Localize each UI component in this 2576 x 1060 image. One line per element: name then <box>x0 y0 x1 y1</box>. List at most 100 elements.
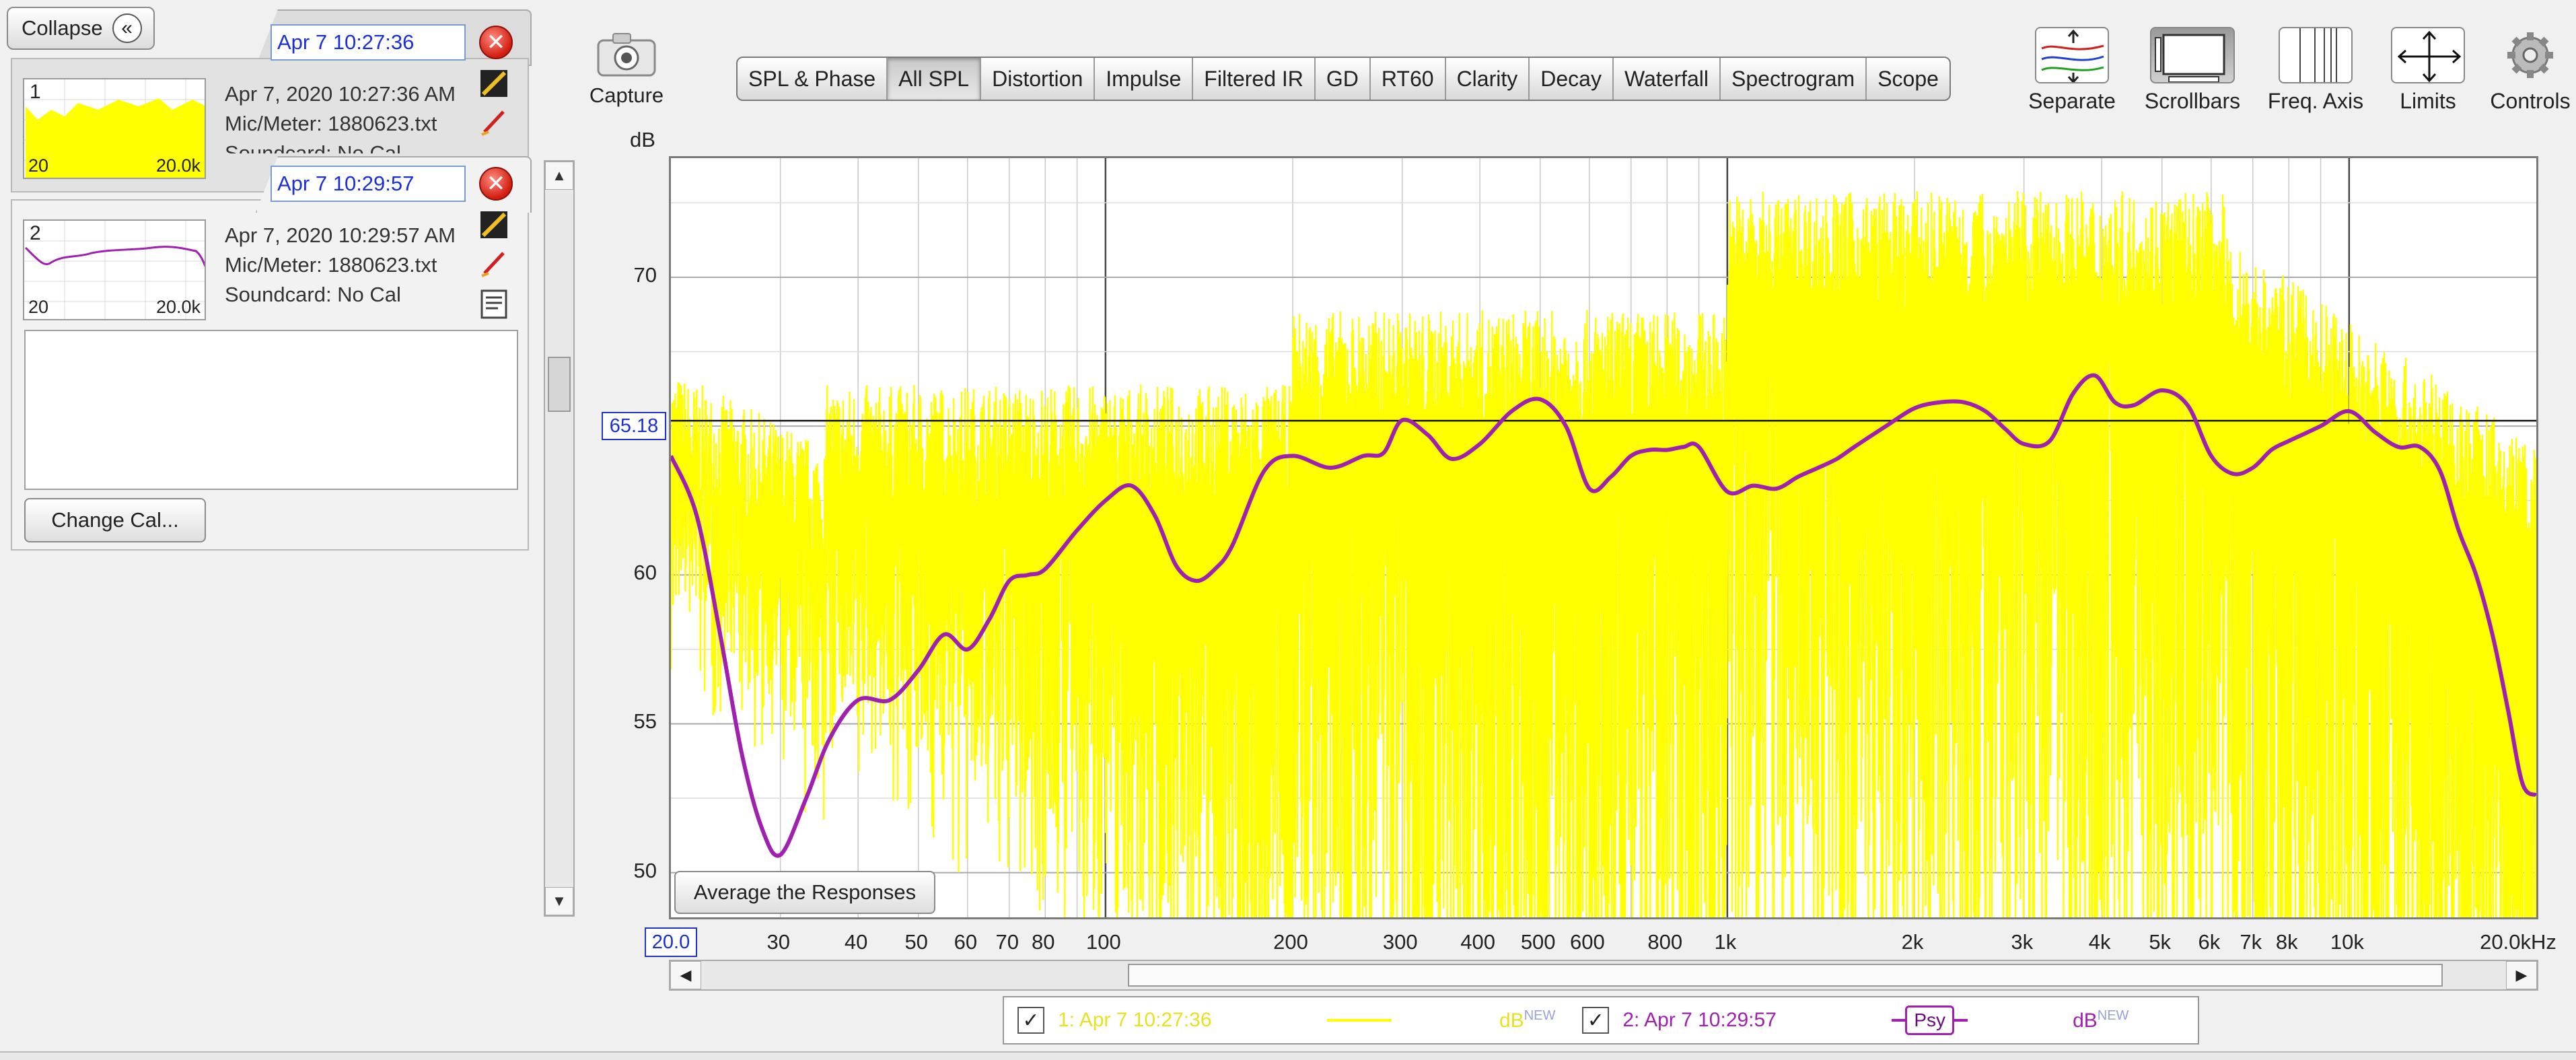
measurement-1-edit-icon[interactable] <box>478 67 510 100</box>
x-tick-label: 2k <box>1901 930 1924 954</box>
measurement-2-name-field[interactable]: Apr 7 10:29:57 <box>271 166 466 202</box>
x-tick-label: 1k <box>1714 930 1737 954</box>
y-axis-unit: dB <box>630 128 655 151</box>
freq-axis-label: Freq. Axis <box>2267 89 2364 113</box>
chevron-double-left-icon: « <box>112 13 142 43</box>
camera-icon <box>597 33 656 77</box>
x-tick-label: 100 <box>1085 930 1121 954</box>
x-tick-label: 30 <box>766 930 790 954</box>
capture-button[interactable]: Capture <box>583 31 670 108</box>
measurement-1-pen-icon[interactable] <box>478 105 510 137</box>
measurement-2-thumbnail[interactable]: 2 20 20.0k <box>23 219 206 320</box>
freq-axis-button[interactable]: Freq. Axis <box>2265 27 2366 114</box>
measurement-2-notes-icon[interactable] <box>478 288 510 320</box>
measurement-1-close-icon[interactable]: ✕ <box>479 26 513 59</box>
scroll-right-arrow-icon[interactable]: ▶ <box>2506 961 2537 989</box>
x-tick-label: 600 <box>1569 930 1605 954</box>
measurement-2-close-icon[interactable]: ✕ <box>479 167 513 201</box>
thumb-2-high-label: 20.0k <box>155 297 201 317</box>
legend-1-label: 1: Apr 7 10:27:36 <box>1058 1009 1212 1031</box>
x-tick-label: 6k <box>2198 930 2221 954</box>
measurement-2-date: Apr 7, 2020 10:29:57 AM <box>225 223 456 247</box>
collapse-button[interactable]: Collapse « <box>7 7 155 50</box>
thumb-2-low-label: 20 <box>28 297 49 317</box>
x-tick-label: 300 <box>1382 930 1418 954</box>
collapse-label: Collapse <box>22 16 103 40</box>
measurement-1-thumbnail[interactable]: 1 20 20.0k <box>23 78 206 179</box>
tab-waterfall[interactable]: Waterfall <box>1614 58 1721 100</box>
x-tick-label: 5k <box>2149 930 2172 954</box>
measurement-1-index: 1 <box>30 81 41 103</box>
legend-1-unit-sup: NEW <box>1524 1008 1556 1023</box>
panel-vertical-scrollbar[interactable]: ▲ ▼ <box>544 160 575 917</box>
legend-2-unit-sup: NEW <box>2097 1008 2129 1023</box>
x-tick-label: 20.0kHz <box>2480 930 2556 954</box>
limits-button[interactable]: Limits <box>2388 27 2468 114</box>
legend-2-unit-db: dB <box>2073 1010 2098 1032</box>
x-tick-label: 800 <box>1647 930 1683 954</box>
measurement-2-edit-icon[interactable] <box>478 209 510 241</box>
tab-filtered-ir[interactable]: Filtered IR <box>1193 58 1316 100</box>
change-cal-button[interactable]: Change Cal... <box>24 498 206 542</box>
tab-clarity[interactable]: Clarity <box>1446 58 1530 100</box>
tab-impulse[interactable]: Impulse <box>1095 58 1194 100</box>
graph-horizontal-scrollbar[interactable]: ◀ ▶ <box>669 960 2538 991</box>
controls-label: Controls <box>2490 89 2571 113</box>
x-tick-label: 8k <box>2275 930 2298 954</box>
y-tick-label: 55 <box>633 709 657 734</box>
measurement-2-mic: Mic/Meter: 1880623.txt <box>225 253 437 277</box>
graph-legend: ✓ 1: Apr 7 10:27:36 dBNEW ✓ 2: Apr 7 10:… <box>1003 996 2199 1045</box>
tab-scope[interactable]: Scope <box>1877 66 1939 91</box>
separate-button[interactable]: Separate <box>2028 27 2116 114</box>
cursor-value-label: 65.18 <box>602 412 666 440</box>
tab-spectrogram[interactable]: Spectrogram <box>1721 58 1867 100</box>
graph-tab-bar: SPL & Phase All SPL Distortion Impulse F… <box>736 57 1951 101</box>
tab-rt60[interactable]: RT60 <box>1371 58 1446 100</box>
tab-decay[interactable]: Decay <box>1530 58 1614 100</box>
separate-label: Separate <box>2028 89 2116 113</box>
scrollbars-label: Scrollbars <box>2144 89 2241 113</box>
limits-icon <box>2391 27 2465 83</box>
series-1-trace <box>671 190 2536 917</box>
x-tick-label: 80 <box>1032 930 1055 954</box>
measurement-1-thumbnail-plot <box>24 79 205 178</box>
y-tick-label: 60 <box>633 561 657 585</box>
x-tick-label: 7k <box>2240 930 2262 954</box>
freq-axis-icon <box>2279 27 2353 83</box>
y-tick-label: 50 <box>633 858 657 882</box>
graph-scrollbar-thumb[interactable] <box>1128 964 2443 987</box>
series-2-trace <box>671 373 2536 858</box>
tab-gd[interactable]: GD <box>1316 58 1371 100</box>
panel-scrollbar-thumb[interactable] <box>548 357 571 412</box>
y-tick-label: 70 <box>633 262 657 287</box>
measurement-2-index: 2 <box>30 222 41 244</box>
measurement-2-soundcard: Soundcard: No Cal <box>225 283 401 306</box>
scrollbars-button[interactable]: Scrollbars <box>2139 27 2246 114</box>
measurement-notes-box[interactable] <box>24 330 518 490</box>
x-tick-label: 50 <box>904 930 928 954</box>
status-bar <box>0 1051 2576 1060</box>
legend-1-unit: dBNEW <box>1499 1008 1555 1032</box>
scrollbars-icon <box>2150 27 2235 83</box>
controls-button[interactable]: Controls <box>2484 27 2576 114</box>
measurement-2-pen-icon[interactable] <box>478 246 510 279</box>
x-tick-label: 500 <box>1520 930 1556 954</box>
legend-2-line-swatch-end <box>1954 1019 1968 1022</box>
x-axis-start-label[interactable]: 20.0 <box>645 927 697 957</box>
average-responses-button[interactable]: Average the Responses <box>674 871 935 914</box>
measurement-1-name-field[interactable]: Apr 7 10:27:36 <box>271 24 466 61</box>
scroll-down-arrow-icon[interactable]: ▼ <box>545 887 573 915</box>
x-tick-label: 400 <box>1460 930 1496 954</box>
thumb-1-high-label: 20.0k <box>155 155 201 176</box>
tab-all-spl[interactable]: All SPL <box>888 58 982 100</box>
legend-2-checkbox[interactable]: ✓ <box>1582 1007 1610 1034</box>
smoothing-badge[interactable]: Psy <box>1905 1005 1955 1035</box>
measurement-1-mic: Mic/Meter: 1880623.txt <box>225 112 437 135</box>
legend-1-checkbox[interactable]: ✓ <box>1017 1007 1044 1034</box>
separate-icon <box>2035 27 2109 83</box>
tab-distortion[interactable]: Distortion <box>981 58 1096 100</box>
scroll-left-arrow-icon[interactable]: ◀ <box>670 961 701 989</box>
spl-plot-area[interactable] <box>669 156 2538 919</box>
scroll-up-arrow-icon[interactable]: ▲ <box>545 162 573 190</box>
tab-spl-phase[interactable]: SPL & Phase <box>738 58 888 100</box>
